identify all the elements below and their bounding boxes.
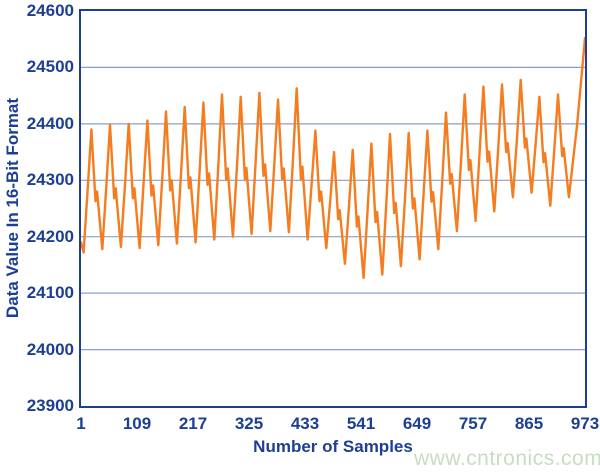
watermark: www.cntronics.com: [414, 447, 600, 470]
x-tick-label: 541: [346, 414, 376, 433]
x-tick-label: 433: [290, 414, 320, 433]
x-tick-label: 217: [178, 414, 208, 433]
data-line: [81, 36, 585, 280]
y-tick-label: 24200: [26, 227, 74, 246]
x-tick-label: 325: [234, 414, 264, 433]
x-tick-label: 649: [402, 414, 432, 433]
y-tick-label: 24400: [26, 114, 74, 133]
x-tick-label: 865: [514, 414, 544, 433]
line-chart: [81, 36, 585, 351]
x-tick-label: 1: [76, 414, 86, 433]
x-tick-label: 109: [122, 414, 152, 433]
x-tick-label: 973: [570, 414, 600, 433]
y-tick-label: 24000: [26, 340, 74, 359]
x-tick-label: 757: [458, 414, 488, 433]
y-tick-label: 24600: [26, 1, 74, 20]
y-tick-label: 24300: [26, 170, 74, 189]
y-tick-label: 23900: [26, 396, 74, 415]
y-tick-label: 24100: [26, 283, 74, 302]
x-axis-title: Number of Samples: [253, 437, 413, 456]
y-tick-label: 24500: [26, 57, 74, 76]
plot-area: [79, 9, 587, 408]
